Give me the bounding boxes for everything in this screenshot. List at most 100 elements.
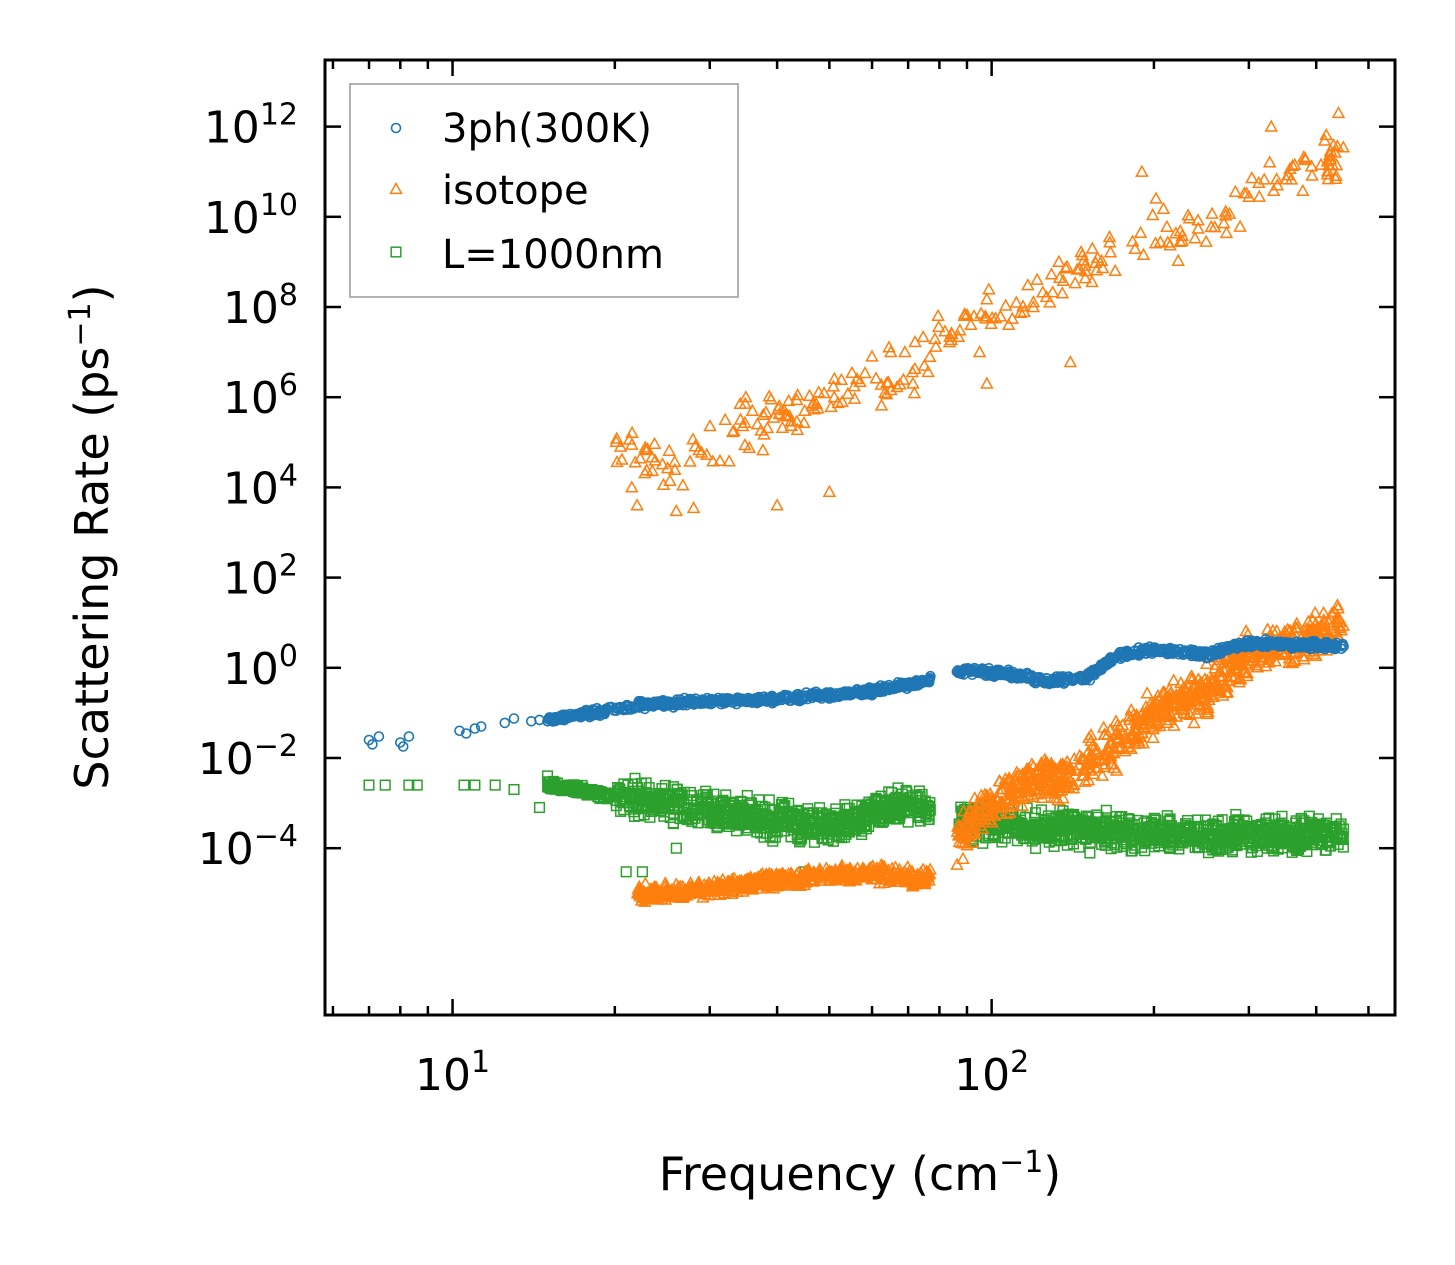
3ph-marker	[913, 677, 925, 688]
boundary-marker	[1319, 844, 1331, 856]
isotope-marker	[613, 439, 628, 452]
3ph-marker	[1118, 649, 1130, 661]
isotope-marker	[1188, 231, 1202, 244]
isotope-marker	[1181, 208, 1195, 221]
boundary-marker	[1173, 839, 1185, 851]
isotope-marker	[973, 818, 987, 831]
boundary-marker	[1065, 819, 1077, 831]
isotope-marker	[1326, 138, 1341, 151]
isotope-marker	[905, 874, 920, 888]
3ph-marker	[1011, 670, 1022, 681]
isotope-marker	[869, 371, 883, 384]
3ph-marker	[823, 687, 834, 699]
3ph-marker	[545, 712, 557, 724]
boundary-marker	[1212, 815, 1224, 827]
boundary-marker	[695, 808, 707, 820]
boundary-marker	[904, 791, 916, 803]
y-tick-label: 10−2	[198, 729, 298, 785]
isotope-marker	[727, 871, 741, 884]
isotope-marker	[1252, 175, 1266, 189]
boundary-marker	[618, 804, 630, 816]
isotope-marker	[1333, 619, 1347, 632]
isotope-marker	[738, 415, 752, 429]
boundary-marker	[792, 820, 804, 832]
3ph-marker	[636, 698, 648, 710]
isotope-marker	[1085, 241, 1100, 254]
legend: 3ph(300K) isotope L=1000nm	[349, 83, 739, 298]
isotope-marker	[636, 890, 650, 903]
isotope-marker	[625, 437, 639, 450]
isotope-marker	[738, 438, 752, 451]
3ph-marker	[582, 709, 594, 721]
isotope-marker	[1285, 655, 1299, 668]
boundary-marker	[458, 779, 470, 791]
boundary-marker	[822, 834, 834, 846]
isotope-marker	[733, 412, 748, 425]
x-tick-labels: 101 102	[415, 1045, 1029, 1101]
isotope-marker	[1222, 206, 1237, 219]
isotope-marker	[669, 877, 684, 890]
boundary-marker	[833, 831, 845, 843]
isotope-marker	[931, 319, 946, 333]
isotope-marker	[1259, 659, 1273, 672]
isotope-marker	[1232, 671, 1247, 684]
boundary-marker	[469, 779, 481, 791]
3ph-marker	[1072, 672, 1083, 683]
boundary-marker	[658, 810, 670, 822]
isotope-marker	[656, 477, 671, 490]
3ph-marker	[881, 683, 893, 695]
boundary-marker	[624, 801, 636, 813]
isotope-marker	[702, 875, 716, 888]
isotope-marker	[831, 395, 845, 409]
isotope-marker	[1078, 258, 1092, 271]
boundary-marker	[1014, 814, 1027, 826]
boundary-marker	[872, 795, 884, 807]
boundary-marker	[750, 808, 762, 820]
boundary-marker	[559, 781, 571, 793]
boundary-marker	[673, 795, 685, 807]
isotope-marker	[972, 345, 987, 358]
isotope-marker	[980, 376, 994, 389]
isotope-marker	[842, 864, 856, 877]
3ph-marker	[957, 665, 969, 677]
boundary-marker	[741, 818, 753, 830]
isotope-marker	[1220, 680, 1234, 693]
3ph-marker	[1066, 673, 1077, 684]
boundary-marker	[1213, 834, 1225, 847]
isotope-marker	[836, 873, 850, 886]
3ph-marker	[403, 731, 415, 742]
3ph-marker	[763, 693, 775, 704]
isotope-marker	[1222, 673, 1237, 686]
isotope-marker	[908, 361, 922, 374]
boundary-marker	[701, 801, 713, 813]
legend-box	[349, 83, 739, 298]
3ph-marker	[1279, 636, 1291, 648]
x-axis-label: Frequency (cm−1)	[659, 1145, 1062, 1201]
boundary-marker	[806, 828, 818, 840]
isotope-marker	[1009, 773, 1023, 786]
isotope-marker	[663, 473, 677, 486]
isotope-marker	[640, 463, 654, 476]
isotope-marker	[713, 453, 727, 467]
3ph-marker	[1146, 646, 1158, 658]
isotope-marker	[1336, 618, 1351, 631]
isotope-marker	[884, 345, 898, 358]
isotope-marker	[1013, 791, 1028, 804]
isotope-marker	[706, 454, 720, 467]
isotope-marker	[1331, 105, 1346, 119]
isotope-marker	[756, 407, 770, 421]
boundary-marker	[1183, 822, 1195, 834]
boundary-marker	[1084, 847, 1096, 859]
boundary-marker	[1228, 815, 1240, 827]
3ph-marker	[1210, 648, 1221, 660]
boundary-marker	[635, 777, 647, 789]
3ph-marker	[1120, 646, 1132, 658]
boundary-marker	[794, 836, 806, 848]
boundary-marker	[1083, 821, 1095, 833]
isotope-marker	[781, 393, 796, 407]
boundary-marker	[1265, 834, 1277, 846]
3ph-marker	[866, 689, 878, 701]
boundary-marker	[766, 832, 779, 844]
isotope-marker	[1036, 770, 1050, 784]
isotope-marker	[1135, 164, 1149, 177]
